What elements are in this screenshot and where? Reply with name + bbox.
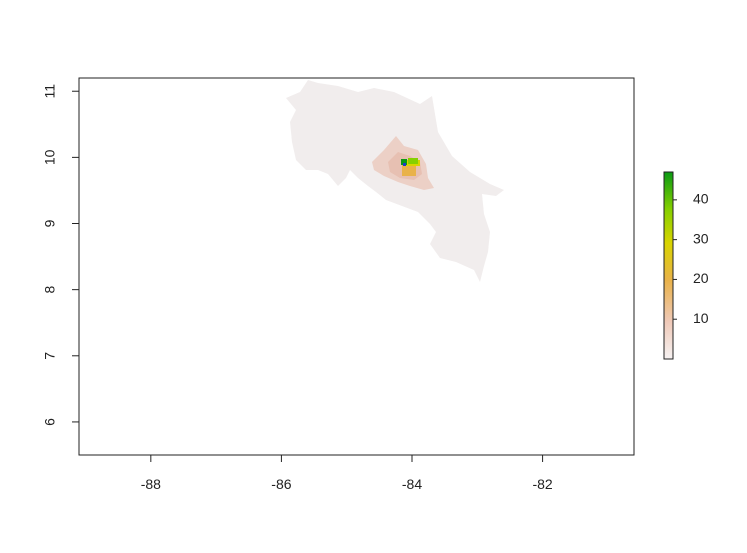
y-tick-label: 9 <box>42 219 58 227</box>
y-tick-label: 11 <box>42 84 58 99</box>
y-tick-label: 7 <box>42 352 58 360</box>
y-tick-label: 6 <box>42 418 58 426</box>
x-tick-label: -82 <box>532 476 552 492</box>
x-tick-label: -86 <box>271 476 291 492</box>
legend-tick-label: 20 <box>693 270 709 286</box>
legend-ticks: 10 20 30 40 <box>673 191 709 326</box>
country-shape <box>286 80 504 282</box>
x-axis: -88 -86 -84 -82 <box>141 454 553 492</box>
y-tick-label: 8 <box>42 286 58 294</box>
legend-tick-label: 40 <box>693 191 709 207</box>
legend-tick-label: 30 <box>693 230 709 246</box>
y-axis: 6 7 8 9 10 11 <box>42 84 80 426</box>
hotspot-lime <box>408 158 418 164</box>
legend-colorbar <box>663 171 674 360</box>
x-tick-label: -84 <box>402 476 422 492</box>
hotspot-blue <box>403 163 406 166</box>
hotspot-orange <box>402 164 416 176</box>
y-tick-label: 10 <box>42 149 58 165</box>
legend-tick-label: 10 <box>693 310 709 326</box>
x-tick-label: -88 <box>141 476 161 492</box>
hotspot-green <box>401 159 407 165</box>
